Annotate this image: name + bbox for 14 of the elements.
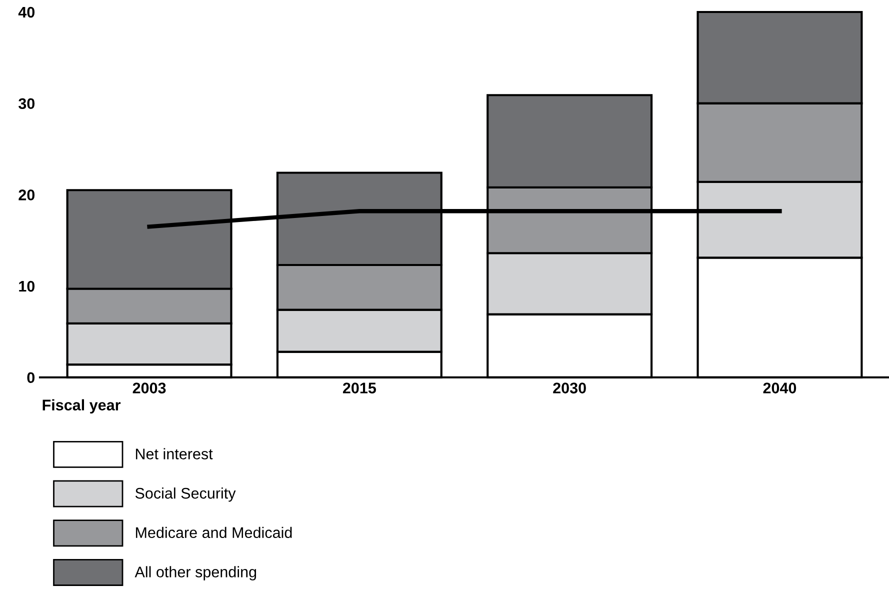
y-tick-label: 40 (18, 6, 35, 18)
y-tick-label: 20 (18, 190, 35, 200)
legend-label: Social Security (135, 487, 236, 502)
x-tick-label: 2015 (342, 382, 376, 394)
y-tick-label: 10 (19, 280, 35, 292)
x-tick-label: 2030 (553, 382, 586, 394)
y-tick-label: 30 (18, 98, 35, 110)
legend-label: All other spending (134, 566, 256, 580)
x-tick-label: 2003 (132, 382, 166, 394)
y-tick-label: 0 (27, 372, 35, 384)
legend-label: Medicare and Medicaid (136, 526, 292, 538)
x-tick-label: 2040 (763, 382, 796, 394)
legend-label: Net interest (136, 448, 213, 460)
x-axis-title: Fiscal year (42, 399, 121, 414)
